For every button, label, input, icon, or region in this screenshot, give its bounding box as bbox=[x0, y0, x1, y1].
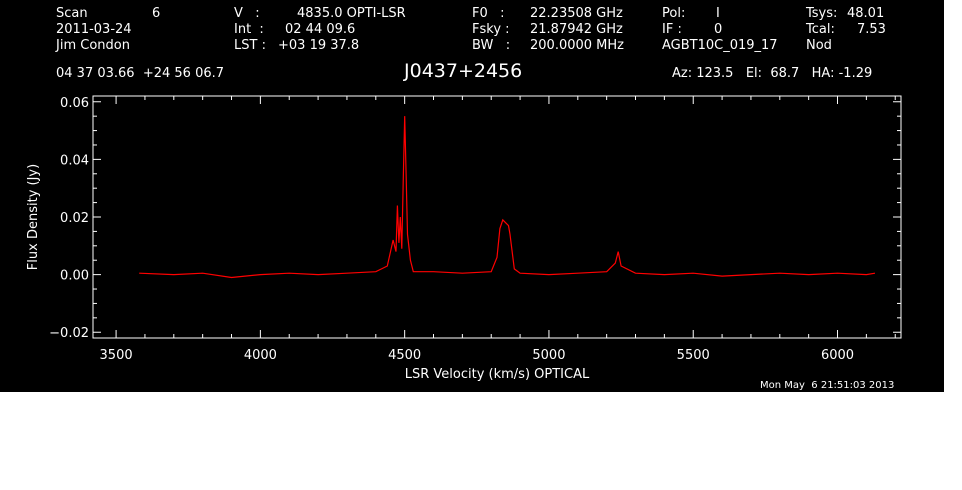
procedure-name: Nod bbox=[806, 38, 832, 53]
if-label: IF : bbox=[662, 22, 682, 37]
y-axis-title: Flux Density (Jy) bbox=[26, 164, 41, 270]
timestamp: Mon May 6 21:51:03 2013 bbox=[760, 380, 895, 391]
integration-value: 02 44 09.6 bbox=[285, 22, 356, 37]
lst-label: LST : bbox=[234, 38, 266, 53]
velocity-label: V : bbox=[234, 6, 260, 21]
x-tick-label: 6000 bbox=[821, 348, 854, 363]
polarization-value: I bbox=[716, 6, 720, 21]
tcal-value: 7.53 bbox=[857, 22, 886, 37]
observation-date: 2011-03-24 bbox=[56, 22, 132, 37]
source-coordinates: 04 37 03.66 +24 56 06.7 bbox=[56, 66, 225, 81]
plot-panel: Scan 6 2011-03-24 Jim Condon V : 4835.0 … bbox=[0, 0, 944, 392]
y-tick-label: −0.02 bbox=[49, 326, 89, 341]
y-tick-label: 0.06 bbox=[60, 96, 89, 111]
x-tick-label: 3500 bbox=[100, 348, 133, 363]
tsys-label: Tsys: bbox=[806, 6, 838, 21]
x-tick-label: 5500 bbox=[677, 348, 710, 363]
polarization-label: Pol: bbox=[662, 6, 686, 21]
observer-name: Jim Condon bbox=[56, 38, 130, 53]
fsky-label: Fsky : bbox=[472, 22, 510, 37]
x-tick-label: 5000 bbox=[532, 348, 565, 363]
spectrum-line bbox=[139, 116, 876, 279]
source-name: J0437+2456 bbox=[404, 60, 523, 82]
y-tick-label: 0.04 bbox=[60, 153, 89, 168]
x-axis-title: LSR Velocity (km/s) OPTICAL bbox=[405, 367, 590, 382]
lst-value: +03 19 37.8 bbox=[278, 38, 360, 53]
plot-frame bbox=[92, 95, 902, 339]
scan-label: Scan bbox=[56, 6, 88, 21]
project-id: AGBT10C_019_17 bbox=[662, 38, 778, 53]
f0-label: F0 : bbox=[472, 6, 505, 21]
scan-number: 6 bbox=[152, 6, 161, 21]
tcal-label: Tcal: bbox=[806, 22, 835, 37]
bandwidth-value: 200.0000 MHz bbox=[530, 38, 624, 53]
f0-value: 22.23508 GHz bbox=[530, 6, 623, 21]
y-tick-label: 0.02 bbox=[60, 211, 89, 226]
y-tick-label: 0.00 bbox=[60, 269, 89, 284]
spectrum-chart: 3500 4000 4500 5000 5500 6000 −0.02 0.00 0.02 0.0… bbox=[26, 95, 902, 382]
if-value: 0 bbox=[714, 22, 723, 37]
integration-label: Int : bbox=[234, 22, 264, 37]
fsky-value: 21.87942 GHz bbox=[530, 22, 623, 37]
x-tick-label: 4500 bbox=[388, 348, 421, 363]
bandwidth-label: BW : bbox=[472, 38, 511, 53]
tsys-value: 48.01 bbox=[847, 6, 885, 21]
velocity-value: 4835.0 OPTI-LSR bbox=[297, 6, 406, 21]
x-tick-label: 4000 bbox=[244, 348, 277, 363]
az-el-ha: Az: 123.5 El: 68.7 HA: -1.29 bbox=[672, 66, 873, 81]
